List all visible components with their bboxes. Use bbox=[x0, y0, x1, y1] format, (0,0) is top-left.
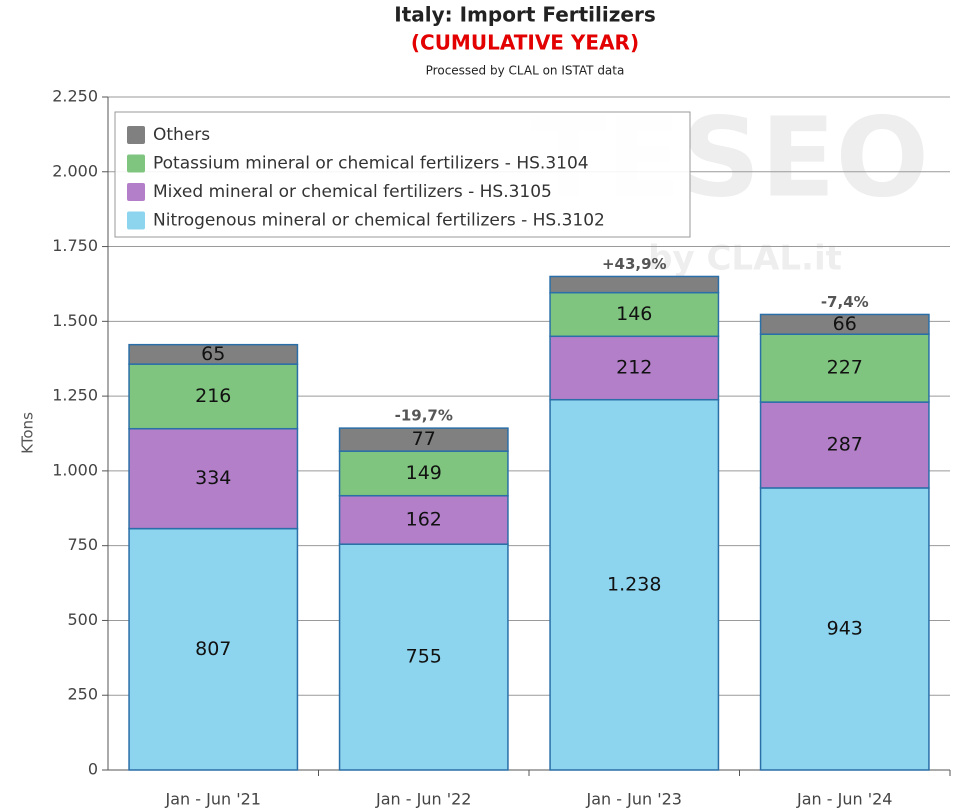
data-label: 66 bbox=[833, 313, 857, 335]
y-tick-label: 1.000 bbox=[52, 460, 98, 479]
y-tick-label: 0 bbox=[88, 760, 98, 779]
y-tick-label: 250 bbox=[67, 685, 98, 704]
data-label: 227 bbox=[827, 357, 863, 379]
legend-box bbox=[114, 111, 691, 238]
x-tick-label: Jan - Jun '21 bbox=[165, 790, 261, 809]
data-label: 334 bbox=[195, 467, 231, 489]
legend-swatch bbox=[127, 126, 145, 144]
x-tick-label: Jan - Jun '24 bbox=[796, 790, 892, 809]
data-label: 943 bbox=[827, 617, 863, 639]
data-label: 1.238 bbox=[607, 573, 661, 595]
data-label: 65 bbox=[201, 343, 225, 365]
y-tick-label: 1.500 bbox=[52, 311, 98, 330]
x-tick-label: Jan - Jun '22 bbox=[375, 790, 471, 809]
change-label: -7,4% bbox=[821, 293, 869, 311]
legend-label: Others bbox=[153, 125, 210, 145]
bar-segment bbox=[338, 450, 509, 497]
data-label: 216 bbox=[195, 385, 231, 407]
data-label: 77 bbox=[412, 428, 436, 450]
data-label: 146 bbox=[616, 303, 652, 325]
bar-segment bbox=[128, 527, 299, 771]
bar-segment bbox=[338, 427, 509, 452]
chart-subtitle: (CUMULATIVE YEAR) bbox=[411, 31, 639, 55]
legend-swatch bbox=[127, 183, 145, 201]
legend-label: Mixed mineral or chemical fertilizers - … bbox=[153, 182, 552, 202]
data-label: 149 bbox=[406, 462, 442, 484]
bar-segment bbox=[128, 343, 299, 365]
data-label: 287 bbox=[827, 434, 863, 456]
source: Processed by CLAL on ISTAT data bbox=[426, 64, 625, 78]
bar-segment bbox=[128, 363, 299, 430]
bar-segment bbox=[128, 427, 299, 530]
data-label: 807 bbox=[195, 638, 231, 660]
change-label: -19,7% bbox=[395, 407, 453, 425]
y-tick-label: 2.250 bbox=[52, 87, 98, 106]
legend-swatch bbox=[127, 154, 145, 173]
bar-segment bbox=[759, 333, 930, 403]
data-label: 755 bbox=[406, 646, 442, 668]
bar-segment bbox=[759, 313, 930, 335]
chart-title: Italy: Import Fertilizers bbox=[394, 3, 655, 27]
y-tick-label: 1.250 bbox=[52, 386, 98, 405]
bar-segment bbox=[759, 487, 930, 771]
bar-segment bbox=[549, 275, 720, 294]
data-label: 212 bbox=[616, 356, 652, 378]
y-tick-label: 1.750 bbox=[52, 236, 98, 255]
legend-label: Potassium mineral or chemical fertilizer… bbox=[153, 154, 589, 174]
data-label: 162 bbox=[406, 508, 442, 530]
legend-swatch bbox=[127, 211, 145, 230]
change-label: +43,9% bbox=[602, 255, 667, 273]
bar-segment bbox=[338, 494, 509, 545]
y-tick-label: 750 bbox=[67, 535, 98, 554]
y-tick-label: 2.000 bbox=[52, 161, 98, 180]
y-tick-label: 500 bbox=[67, 610, 98, 629]
watermark: by CLAL.it bbox=[648, 239, 842, 279]
y-axis-label: KTons bbox=[19, 412, 37, 454]
bar-segment bbox=[549, 398, 720, 771]
legend-label: Nitrogenous mineral or chemical fertiliz… bbox=[153, 211, 605, 231]
bar-segment bbox=[759, 401, 930, 489]
x-tick-label: Jan - Jun '23 bbox=[586, 790, 682, 809]
